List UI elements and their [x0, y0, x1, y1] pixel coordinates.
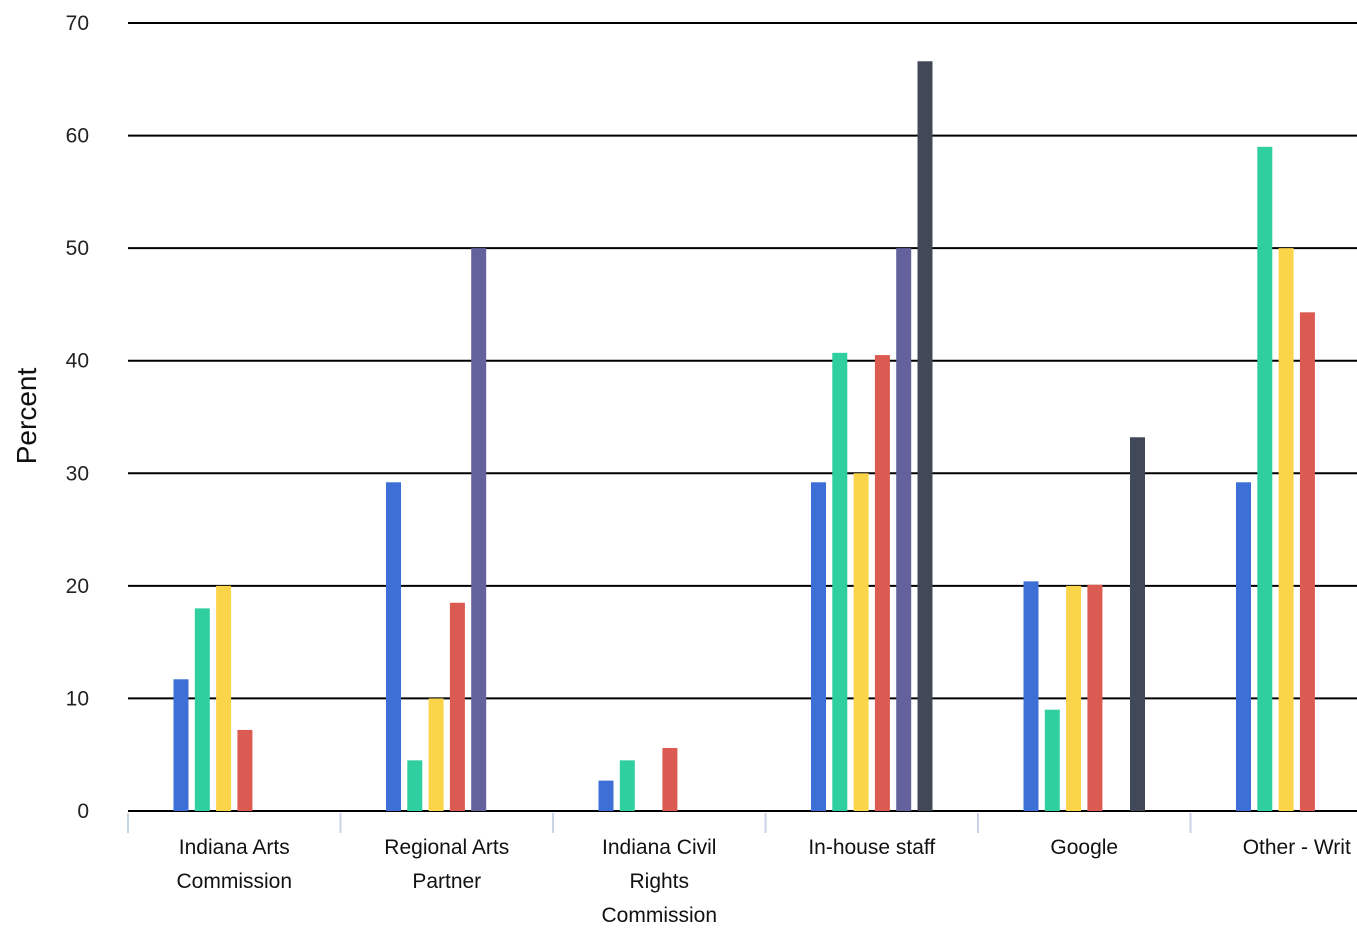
x-tick-label: Other - Writ: [1243, 836, 1351, 859]
bar-series2-1: [407, 760, 423, 811]
bar-series2-2: [619, 760, 635, 811]
bar-series4-3: [874, 355, 890, 811]
y-tick-label-20: 20: [66, 575, 89, 598]
bar-series3-3: [853, 473, 869, 811]
y-axis-label: Percent: [11, 368, 42, 465]
bar-series1-3: [811, 482, 826, 811]
bar-series3-0: [216, 585, 232, 811]
y-tick-label-50: 50: [66, 237, 89, 260]
bar-series5-3: [896, 248, 912, 812]
bar-series2-0: [194, 608, 210, 811]
bar-series5-1: [471, 248, 487, 812]
x-tick-label: Google: [1050, 836, 1118, 859]
y-tick-label-40: 40: [66, 350, 89, 373]
y-tick-label-10: 10: [66, 687, 89, 710]
x-axis-labels: Indiana Arts Commission Regional Arts Partn…: [176, 836, 1350, 927]
x-axis-ticks: [127, 813, 1192, 833]
bar-series4-1: [449, 602, 465, 811]
bar-series3-5: [1278, 248, 1294, 812]
x-tick-label: Partner: [412, 870, 481, 893]
bar-series4-2: [662, 747, 678, 811]
bar-series1-1: [386, 482, 401, 811]
bar-series6-3: [917, 61, 933, 811]
bar-series2-4: [1044, 709, 1060, 811]
bar-series4-0: [237, 729, 253, 811]
y-tick-label-0: 0: [77, 800, 89, 823]
bar-series1-0: [173, 679, 189, 811]
x-tick-label: Commission: [601, 904, 717, 927]
x-tick-label: Indiana Arts: [179, 836, 290, 859]
bar-series1-5: [1236, 482, 1251, 811]
y-tick-label-70: 70: [66, 12, 89, 35]
x-tick-label: Regional Arts: [384, 836, 509, 859]
y-axis-ticks: 0 10 20 30 40 50 60 70: [66, 12, 89, 823]
bar-series3-4: [1066, 585, 1082, 811]
bar-series4-4: [1087, 584, 1103, 811]
x-tick-label: Indiana Civil: [602, 836, 716, 859]
bar-series1-2: [598, 780, 614, 811]
y-tick-label-30: 30: [66, 462, 89, 485]
bar-series3-1: [428, 698, 444, 811]
bars: [173, 61, 1315, 812]
bar-series6-4: [1130, 437, 1145, 811]
bar-series1-4: [1023, 581, 1039, 811]
x-tick-label: In-house staff: [808, 836, 935, 859]
bar-series4-5: [1299, 312, 1315, 811]
bar-series2-5: [1257, 146, 1273, 812]
gridlines: [128, 22, 1357, 812]
bar-series2-3: [832, 352, 848, 811]
y-tick-label-60: 60: [66, 125, 89, 148]
x-tick-label: Rights: [629, 870, 689, 893]
x-tick-label: Commission: [176, 870, 292, 893]
